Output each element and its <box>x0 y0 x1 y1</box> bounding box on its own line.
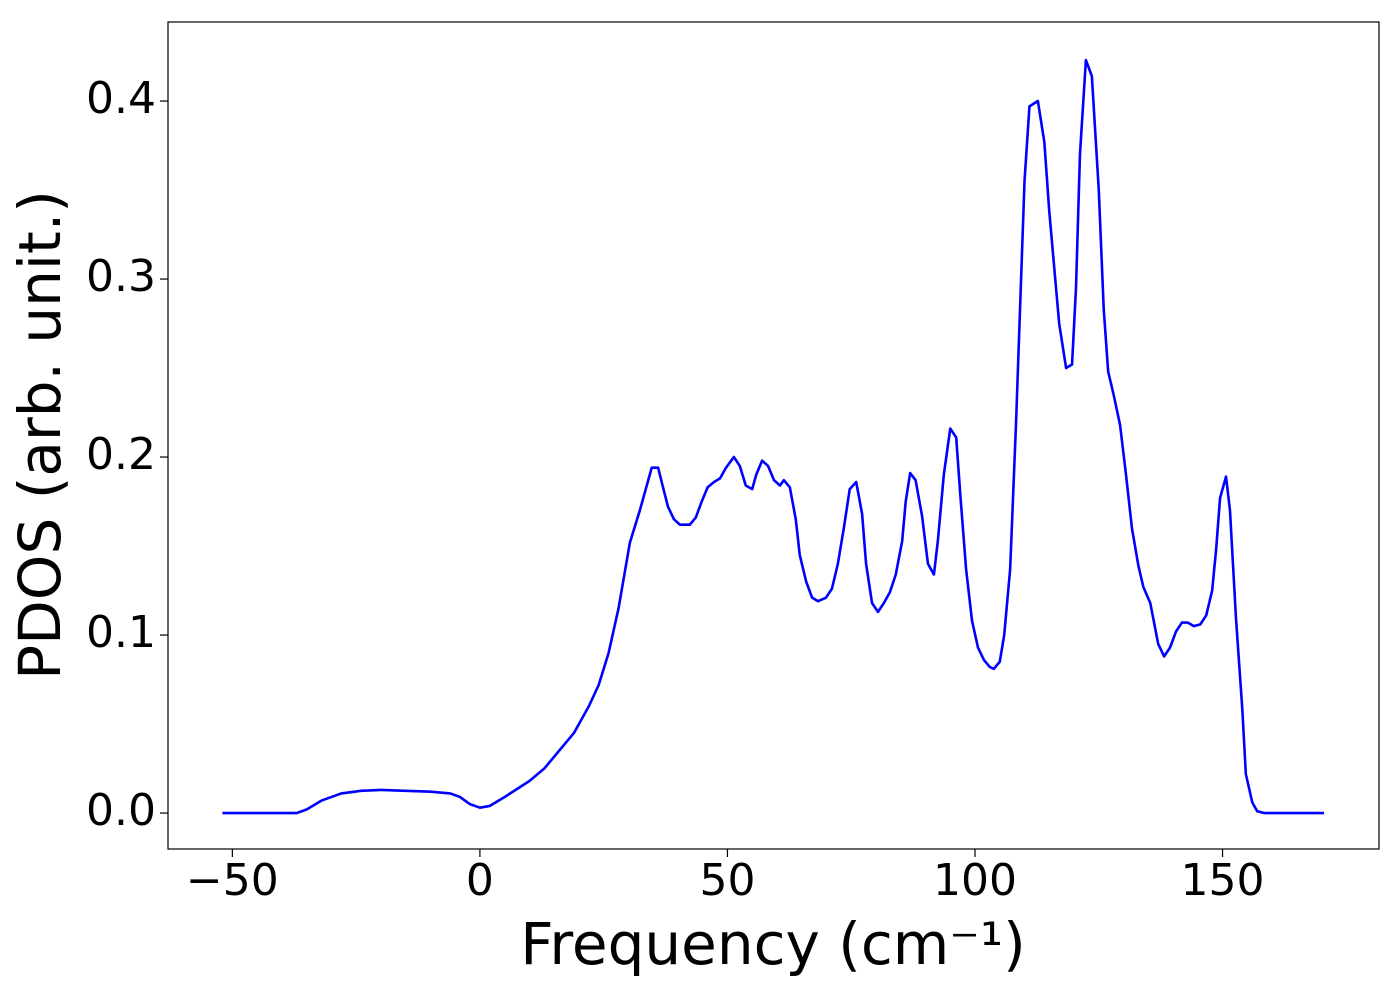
x-tick-label: 0 <box>466 855 494 906</box>
plot-frame <box>167 21 1380 850</box>
pdos-line <box>222 58 1325 815</box>
y-tick-label: 0.2 <box>86 429 156 480</box>
x-tick-label: 150 <box>1181 855 1265 906</box>
x-axis-label: Frequency (cm⁻¹) <box>520 910 1026 978</box>
y-tick-label: 0.0 <box>86 785 156 836</box>
y-tick-label: 0.1 <box>86 607 156 658</box>
y-tick-label: 0.3 <box>86 251 156 302</box>
x-tick-label: 50 <box>699 855 755 906</box>
x-tick-label: −50 <box>186 855 279 906</box>
y-axis-label: PDOS (arb. unit.) <box>6 190 74 680</box>
y-tick-label: 0.4 <box>86 73 156 124</box>
x-tick-label: 100 <box>933 855 1017 906</box>
